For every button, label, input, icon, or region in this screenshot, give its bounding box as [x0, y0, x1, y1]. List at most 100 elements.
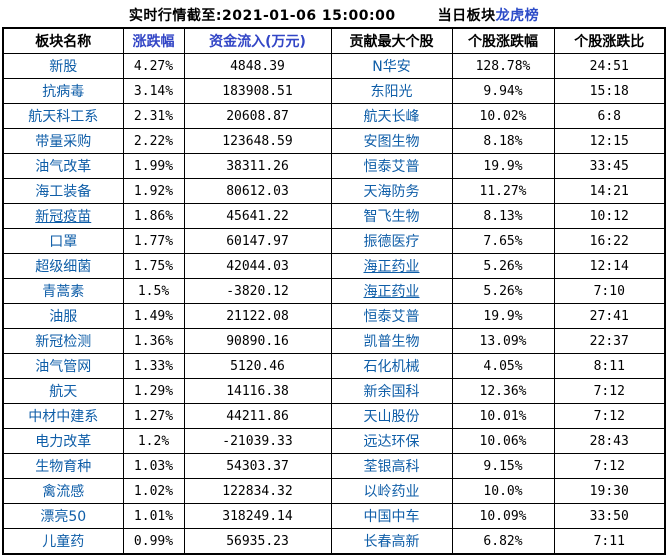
stock-ratio: 15:18 — [553, 78, 666, 104]
sector-link[interactable]: 超级细菌 — [2, 253, 124, 279]
sector-link[interactable]: 航天科工系 — [2, 103, 124, 129]
stock-link[interactable]: 海正药业 — [330, 278, 453, 304]
stock-change: 11.27% — [451, 178, 555, 204]
dragon-tiger-link[interactable]: 龙虎榜 — [495, 8, 540, 24]
table-row: 超级细菌 1.75% 42044.03 海正药业 5.26% 12:14 — [2, 253, 666, 279]
table-row: 中材中建系 1.27% 44211.86 天山股份 10.01% 7:12 — [2, 403, 666, 429]
sector-change: 2.22% — [122, 128, 185, 154]
stock-ratio: 7:10 — [553, 278, 666, 304]
stock-link[interactable]: 天海防务 — [330, 178, 453, 204]
stock-change: 128.78% — [451, 53, 555, 79]
table-row: 漂亮50 1.01% 318249.14 中国中车 10.09% 33:50 — [2, 503, 666, 529]
sector-change: 1.03% — [122, 453, 185, 479]
sector-link[interactable]: 抗病毒 — [2, 78, 124, 104]
inflow-value: 122834.32 — [183, 478, 332, 504]
sector-link[interactable]: 漂亮50 — [2, 503, 124, 529]
stock-link[interactable]: 恒泰艾普 — [330, 303, 453, 329]
sector-change: 2.31% — [122, 103, 185, 129]
sector-change: 1.29% — [122, 378, 185, 404]
inflow-value: 14116.38 — [183, 378, 332, 404]
inflow-value: 80612.03 — [183, 178, 332, 204]
stock-link[interactable]: 石化机械 — [330, 353, 453, 379]
sector-link[interactable]: 油服 — [2, 303, 124, 329]
stock-link[interactable]: 海正药业 — [330, 253, 453, 279]
inflow-value: 54303.37 — [183, 453, 332, 479]
stock-change: 10.01% — [451, 403, 555, 429]
col-header-inflow[interactable]: 资金流入(万元) — [183, 27, 332, 54]
stock-ratio: 16:22 — [553, 228, 666, 254]
col-header-top-stock[interactable]: 贡献最大个股 — [330, 27, 453, 54]
stock-change: 10.02% — [451, 103, 555, 129]
board-title: 当日板块龙虎榜 — [438, 5, 540, 25]
stock-ratio: 12:14 — [553, 253, 666, 279]
sector-change: 1.77% — [122, 228, 185, 254]
sector-link[interactable]: 油气管网 — [2, 353, 124, 379]
stock-link[interactable]: 以岭药业 — [330, 478, 453, 504]
stock-ratio: 7:12 — [553, 453, 666, 479]
inflow-value: -3820.12 — [183, 278, 332, 304]
board-label: 当日板块 — [437, 8, 496, 24]
sector-change: 1.33% — [122, 353, 185, 379]
sector-link[interactable]: 新股 — [2, 53, 124, 79]
stock-link[interactable]: 东阳光 — [330, 78, 453, 104]
stock-ratio: 28:43 — [553, 428, 666, 454]
stock-change: 10.09% — [451, 503, 555, 529]
table-row: 航天科工系 2.31% 20608.87 航天长峰 10.02% 6:8 — [2, 103, 666, 129]
sector-link[interactable]: 航天 — [2, 378, 124, 404]
col-header-sector[interactable]: 板块名称 — [2, 27, 124, 54]
sector-change: 1.49% — [122, 303, 185, 329]
stock-ratio: 12:15 — [553, 128, 666, 154]
stock-ratio: 8:11 — [553, 353, 666, 379]
sector-change: 1.36% — [122, 328, 185, 354]
stock-ratio: 33:45 — [553, 153, 666, 179]
sector-change: 3.14% — [122, 78, 185, 104]
sector-change: 1.86% — [122, 203, 185, 229]
stock-link[interactable]: 长春高新 — [330, 528, 453, 555]
sector-link[interactable]: 海工装备 — [2, 178, 124, 204]
stock-change: 12.36% — [451, 378, 555, 404]
table-row: 禽流感 1.02% 122834.32 以岭药业 10.0% 19:30 — [2, 478, 666, 504]
table-row: 生物育种 1.03% 54303.37 荃银高科 9.15% 7:12 — [2, 453, 666, 479]
sector-link[interactable]: 油气改革 — [2, 153, 124, 179]
stock-link[interactable]: 航天长峰 — [330, 103, 453, 129]
stock-link[interactable]: 远达环保 — [330, 428, 453, 454]
stock-link[interactable]: 荃银高科 — [330, 453, 453, 479]
sector-link[interactable]: 禽流感 — [2, 478, 124, 504]
sector-link[interactable]: 新冠检测 — [2, 328, 124, 354]
stock-link[interactable]: 中国中车 — [330, 503, 453, 529]
stock-link[interactable]: 智飞生物 — [330, 203, 453, 229]
sector-link[interactable]: 带量采购 — [2, 128, 124, 154]
sector-link[interactable]: 新冠疫苗 — [2, 203, 124, 229]
stock-link[interactable]: 振德医疗 — [330, 228, 453, 254]
table-body: 新股 4.27% 4848.39 N华安 128.78% 24:51 抗病毒 3.14% 183… — [2, 53, 666, 555]
table-row: 电力改革 1.2% -21039.33 远达环保 10.06% 28:43 — [2, 428, 666, 454]
sector-link[interactable]: 生物育种 — [2, 453, 124, 479]
stock-ratio: 24:51 — [553, 53, 666, 79]
inflow-value: 4848.39 — [183, 53, 332, 79]
col-header-change[interactable]: 涨跌幅 — [122, 27, 185, 54]
stock-ratio: 22:37 — [553, 328, 666, 354]
sector-link[interactable]: 青蒿素 — [2, 278, 124, 304]
sector-link[interactable]: 儿童药 — [2, 528, 124, 555]
inflow-value: 183908.51 — [183, 78, 332, 104]
stock-link[interactable]: 天山股份 — [330, 403, 453, 429]
stock-link[interactable]: 新余国科 — [330, 378, 453, 404]
stock-ratio: 10:12 — [553, 203, 666, 229]
table-row: 带量采购 2.22% 123648.59 安图生物 8.18% 12:15 — [2, 128, 666, 154]
inflow-value: 318249.14 — [183, 503, 332, 529]
stock-link[interactable]: 凯普生物 — [330, 328, 453, 354]
stock-link[interactable]: 恒泰艾普 — [330, 153, 453, 179]
sector-link[interactable]: 电力改革 — [2, 428, 124, 454]
stock-ratio: 7:11 — [553, 528, 666, 555]
sector-link[interactable]: 口罩 — [2, 228, 124, 254]
stock-link[interactable]: N华安 — [330, 53, 453, 79]
stock-link[interactable]: 安图生物 — [330, 128, 453, 154]
col-header-stock-change[interactable]: 个股涨跌幅 — [451, 27, 555, 54]
sector-change: 1.99% — [122, 153, 185, 179]
timestamp-text: 实时行情截至:2021-01-06 15:00:00 — [128, 8, 396, 24]
stock-change: 8.13% — [451, 203, 555, 229]
table-row: 青蒿素 1.5% -3820.12 海正药业 5.26% 7:10 — [2, 278, 666, 304]
table-row: 油服 1.49% 21122.08 恒泰艾普 19.9% 27:41 — [2, 303, 666, 329]
sector-link[interactable]: 中材中建系 — [2, 403, 124, 429]
col-header-stock-ratio[interactable]: 个股涨跌比 — [553, 27, 666, 54]
